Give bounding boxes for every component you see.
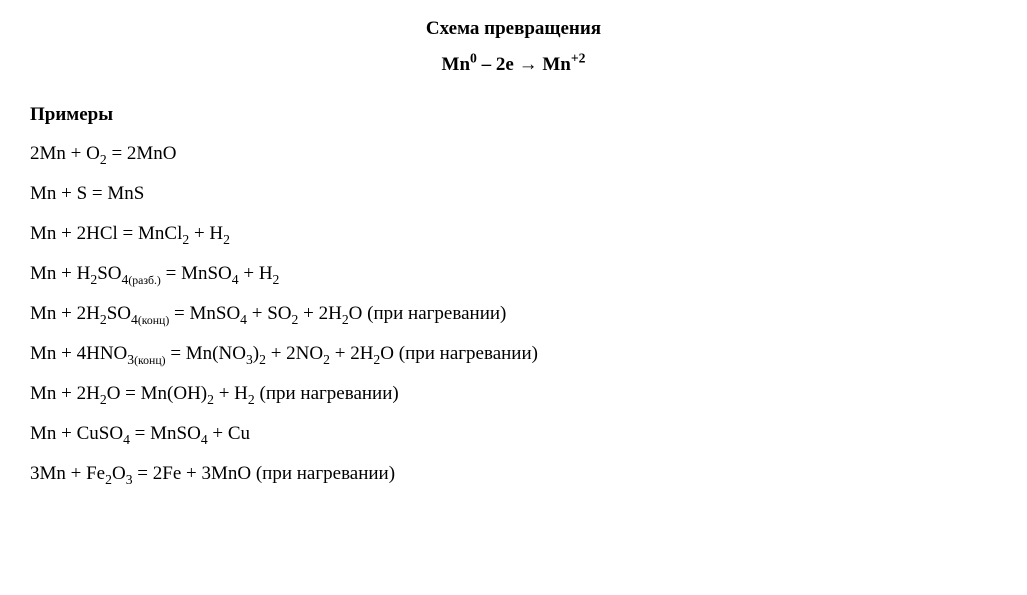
equation-text: O [112,463,126,484]
equation-text: Mn + 2H [30,303,100,324]
equation-text: SO [107,303,131,324]
equation-text: + SO [247,303,292,324]
examples-heading: Примеры [30,104,997,126]
equation-text: 2Mn + O [30,143,100,164]
equation-line: Mn + S = MnS [30,184,997,203]
equation-line: Mn + CuSO4 = MnSO4 + Cu [30,424,997,443]
subscript: 2 [100,152,107,167]
equation-text: = Mn(NO [166,343,246,364]
scheme-left-species: Mn [442,54,471,75]
subscript: 2 [100,312,107,327]
scheme-right-charge: +2 [571,51,586,66]
equation-text: Mn + H [30,263,90,284]
equation-text: 3Mn + Fe [30,463,105,484]
equation-text: + 2H [330,343,373,364]
equation-text: + Cu [208,423,250,444]
equation-text: Mn + 2HCl = MnCl [30,223,182,244]
scheme-electrons: 2e [496,54,514,75]
subscript: 2 [342,312,349,327]
subscript: 2 [259,352,266,367]
subscript: 3 [246,352,253,367]
equation-line: Mn + 2H2SO4(конц) = MnSO4 + SO2 + 2H2O (… [30,304,997,323]
subscript-annotation: (разб.) [128,274,161,287]
subscript: 2 [223,232,230,247]
transformation-scheme: Mn0 – 2e → Mn+2 [30,54,997,76]
subscript: 4 [131,312,138,327]
equation-text: = MnSO [130,423,201,444]
page-title: Схема превращения [30,18,997,40]
equation-text: + 2NO [266,343,323,364]
arrow-icon: → [519,54,538,75]
equation-line: Mn + H2SO4(разб.) = MnSO4 + H2 [30,264,997,283]
scheme-minus: – [482,54,496,75]
equation-text: Mn + CuSO [30,423,123,444]
equation-line: Mn + 2H2O = Mn(OH)2 + H2 (при нагревании… [30,384,997,403]
equation-text: = MnSO [169,303,240,324]
equation-text: = MnSO [161,263,232,284]
subscript: 3 [126,472,133,487]
scheme-right-species: Mn [542,54,571,75]
subscript: 4 [240,312,247,327]
subscript: 2 [248,392,255,407]
equation-line: Mn + 4HNO3(конц) = Mn(NO3)2 + 2NO2 + 2H2… [30,344,997,363]
subscript: 2 [323,352,330,367]
equation-text: O = Mn(OH) [107,383,207,404]
subscript: 2 [273,272,280,287]
equation-text: (при нагревании) [255,383,399,404]
equation-line: Mn + 2HCl = MnCl2 + H2 [30,224,997,243]
subscript: 2 [105,472,112,487]
equation-text: = 2MnO [107,143,177,164]
equation-text: + H [189,223,223,244]
equation-text: SO [97,263,121,284]
subscript-annotation: (конц) [134,354,165,367]
equation-text: Mn + 4HNO [30,343,127,364]
subscript: 4 [232,272,239,287]
equation-line: 2Mn + O2 = 2MnO [30,144,997,163]
equation-text: O (при нагревании) [349,303,507,324]
equation-text: + H [214,383,248,404]
equation-text: = 2Fe + 3MnO (при нагревании) [133,463,396,484]
subscript: 4 [123,432,130,447]
scheme-left-charge: 0 [470,51,477,66]
subscript: 2 [100,392,107,407]
equation-text: Mn + S = MnS [30,183,144,204]
equation-text: + H [239,263,273,284]
equation-text: + 2H [298,303,341,324]
subscript-annotation: (конц) [138,314,169,327]
subscript: 4 [201,432,208,447]
equation-text: Mn + 2H [30,383,100,404]
equations-list: 2Mn + O2 = 2MnOMn + S = MnSMn + 2HCl = M… [30,144,997,483]
equation-line: 3Mn + Fe2O3 = 2Fe + 3MnO (при нагревании… [30,464,997,483]
equation-text: O (при нагревании) [380,343,538,364]
header-section: Схема превращения Mn0 – 2e → Mn+2 [30,18,997,76]
subscript: 2 [207,392,214,407]
